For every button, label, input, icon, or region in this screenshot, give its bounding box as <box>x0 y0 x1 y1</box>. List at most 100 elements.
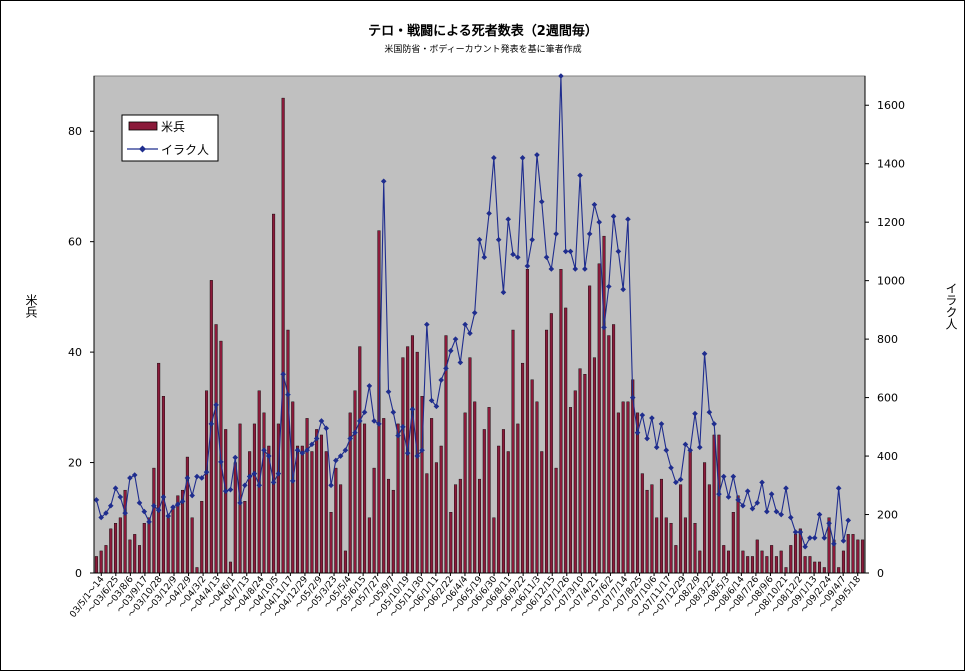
bar-us <box>803 556 807 574</box>
bar-us <box>722 545 726 574</box>
bar-us <box>750 556 754 574</box>
point-iraqi <box>366 383 373 389</box>
bar-us <box>439 445 443 574</box>
left-tick-label: 20 <box>68 457 82 470</box>
bar-us <box>568 407 573 574</box>
bar-us <box>334 467 338 574</box>
right-tick-label: 1000 <box>877 275 905 288</box>
right-y-ticks: 0 200 400 600 800 1000 1200 1400 1600 <box>865 99 905 580</box>
bar-us <box>626 401 630 574</box>
bar-us <box>688 451 692 574</box>
point-iraqi <box>725 494 732 500</box>
bar-us <box>592 357 596 574</box>
bar-us <box>410 335 414 574</box>
point-iraqi <box>309 441 315 448</box>
bar-us <box>401 357 405 574</box>
bar-us <box>707 484 711 574</box>
chart-title: テロ・戦闘による死者数表（2週間毎） <box>368 23 598 39</box>
bar-us <box>636 412 640 574</box>
bar-us <box>645 489 649 574</box>
bar-us <box>731 512 735 574</box>
point-iraqi <box>232 454 239 461</box>
bar-us <box>597 263 601 574</box>
point-iraqi <box>98 514 104 521</box>
bar-us <box>813 561 817 574</box>
bar-us <box>841 550 845 574</box>
point-iraqi <box>845 517 852 524</box>
left-tick-label: 80 <box>68 125 82 138</box>
point-iraqi <box>471 310 478 316</box>
bar-us <box>329 512 333 574</box>
bar-us <box>631 379 635 574</box>
point-iraqi <box>213 402 219 408</box>
chart-subtitle: 米国防省・ボディーカウント発表を基に筆者作成 <box>384 43 581 55</box>
bar-us <box>477 478 482 574</box>
bar-us <box>363 423 367 574</box>
point-iraqi <box>457 359 464 366</box>
bar-us <box>252 423 256 574</box>
point-iraqi <box>735 497 741 503</box>
point-iraqi <box>467 330 473 337</box>
point-iraqi <box>486 210 492 217</box>
point-iraqi <box>246 473 253 480</box>
left-tick-label: 0 <box>75 567 82 580</box>
point-iraqi <box>356 418 363 424</box>
point-iraqi <box>816 511 823 518</box>
point-iraqi <box>615 248 622 255</box>
legend-marker-icon <box>139 145 146 153</box>
point-iraqi <box>265 453 272 459</box>
bar-us <box>521 362 525 574</box>
point-iraqi <box>577 172 583 179</box>
bar-us <box>319 434 323 574</box>
right-tick-label: 600 <box>877 392 898 405</box>
bar-us <box>185 456 189 574</box>
point-iraqi <box>131 472 138 478</box>
bar-us <box>736 495 740 574</box>
bar-us <box>104 545 108 574</box>
bar-us <box>142 523 146 574</box>
bar-us <box>310 451 314 574</box>
bar-us <box>176 495 180 574</box>
point-iraqi <box>146 519 152 525</box>
point-iraqi <box>328 482 334 489</box>
bar-us <box>851 534 855 574</box>
point-iraqi <box>227 486 234 493</box>
point-iraqi <box>261 447 267 454</box>
bar-us <box>224 429 228 574</box>
bar-us <box>99 550 103 574</box>
point-iraqi <box>170 504 176 511</box>
point-iraqi <box>428 397 435 404</box>
point-iraqi <box>318 418 325 424</box>
point-iraqi <box>802 543 808 550</box>
point-iraqi <box>696 444 703 451</box>
point-iraqi <box>754 500 761 506</box>
point-iraqi <box>591 201 598 208</box>
bar-us <box>128 539 132 574</box>
point-iraqi <box>605 283 612 290</box>
bar-us <box>114 523 118 574</box>
bar-us <box>94 556 98 574</box>
point-iraqi <box>663 447 670 454</box>
point-iraqi <box>151 502 157 509</box>
point-iraqi <box>400 424 406 430</box>
bar-us <box>664 517 668 574</box>
point-iraqi <box>677 476 684 483</box>
point-iraqi <box>194 473 200 480</box>
bar-us <box>492 517 496 574</box>
point-iraqi <box>275 470 282 477</box>
bar-us <box>205 390 209 574</box>
point-iraqi <box>500 289 507 296</box>
point-iraqi <box>720 473 727 480</box>
bar-us <box>846 534 850 574</box>
right-axis-label: イラク人 <box>944 282 958 330</box>
right-tick-label: 0 <box>877 567 884 580</box>
point-iraqi <box>495 236 502 243</box>
bar-us <box>525 269 529 574</box>
bar-us <box>305 418 309 574</box>
bar-us <box>458 478 462 574</box>
bar-us <box>200 501 204 574</box>
point-iraqi <box>155 507 162 513</box>
bar-us <box>755 539 759 574</box>
bar-us <box>770 545 774 574</box>
